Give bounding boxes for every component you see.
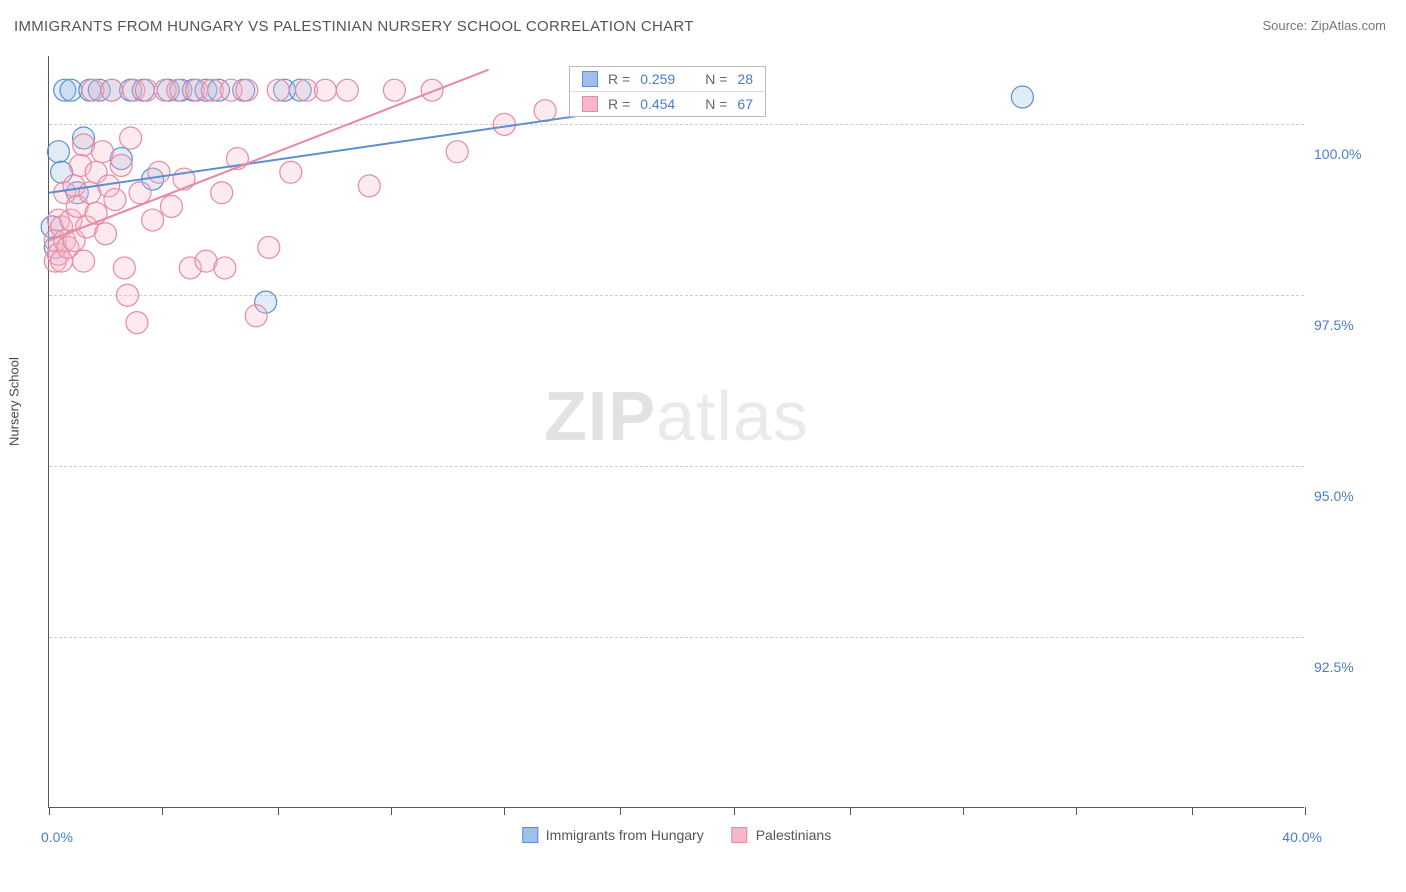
x-tick — [850, 807, 851, 815]
x-tick — [1076, 807, 1077, 815]
x-tick — [49, 807, 50, 815]
scatter-point — [236, 79, 258, 101]
y-tick-label: 95.0% — [1314, 488, 1394, 504]
scatter-point — [126, 312, 148, 334]
scatter-point — [314, 79, 336, 101]
legend-item: Immigrants from Hungary — [522, 827, 704, 843]
legend-swatch — [582, 71, 598, 87]
scatter-point — [267, 79, 289, 101]
scatter-point — [101, 79, 123, 101]
x-tick — [1192, 807, 1193, 815]
n-label: N = — [705, 71, 727, 87]
scatter-point — [129, 182, 151, 204]
stats-row: R = 0.454 N = 67 — [570, 91, 765, 116]
r-value: 0.454 — [640, 96, 675, 112]
plot-area: ZIPatlas 100.0%97.5%95.0%92.5% R =0.259N… — [48, 56, 1304, 808]
scatter-point — [245, 305, 267, 327]
scatter-point — [534, 100, 556, 122]
stats-row: R = 0.259 N = 28 — [570, 67, 765, 91]
y-tick-label: 97.5% — [1314, 317, 1394, 333]
scatter-point — [120, 127, 142, 149]
x-tick — [391, 807, 392, 815]
scatter-point — [280, 161, 302, 183]
legend-label: Palestinians — [756, 827, 832, 843]
scatter-point — [110, 154, 132, 176]
scatter-point — [336, 79, 358, 101]
scatter-point — [1011, 86, 1033, 108]
scatter-point — [211, 182, 233, 204]
scatter-point — [85, 202, 107, 224]
y-axis-title: Nursery School — [7, 357, 22, 446]
x-tick — [620, 807, 621, 815]
scatter-point — [148, 161, 170, 183]
x-axis-max-label: 40.0% — [1282, 829, 1322, 845]
legend-bottom: Immigrants from Hungary Palestinians — [522, 827, 831, 843]
y-tick-label: 92.5% — [1314, 659, 1394, 675]
chart-svg — [49, 56, 1304, 807]
regression-line — [49, 111, 614, 193]
scatter-point — [104, 189, 126, 211]
x-tick — [504, 807, 505, 815]
x-tick — [278, 807, 279, 815]
y-tick-label: 100.0% — [1314, 146, 1394, 162]
scatter-point — [142, 209, 164, 231]
legend-swatch — [582, 96, 598, 112]
legend-swatch — [732, 827, 748, 843]
scatter-point — [113, 257, 135, 279]
scatter-point — [446, 141, 468, 163]
r-label: R = — [608, 71, 630, 87]
chart-title: IMMIGRANTS FROM HUNGARY VS PALESTINIAN N… — [14, 18, 694, 35]
scatter-point — [160, 195, 182, 217]
legend-label: Immigrants from Hungary — [546, 827, 704, 843]
x-tick — [734, 807, 735, 815]
scatter-point — [258, 236, 280, 258]
scatter-point — [383, 79, 405, 101]
x-tick — [1305, 807, 1306, 815]
n-value: 28 — [737, 71, 753, 87]
x-tick — [963, 807, 964, 815]
scatter-point — [117, 284, 139, 306]
n-value: 67 — [737, 96, 753, 112]
scatter-point — [421, 79, 443, 101]
scatter-point — [493, 113, 515, 135]
scatter-point — [73, 250, 95, 272]
x-axis-min-label: 0.0% — [41, 829, 73, 845]
scatter-point — [47, 141, 69, 163]
scatter-point — [358, 175, 380, 197]
scatter-point — [214, 257, 236, 279]
stats-box: R = 0.259 N = 28 R = 0.454 N = 67 — [569, 66, 766, 117]
r-label: R = — [608, 96, 630, 112]
n-label: N = — [705, 96, 727, 112]
legend-swatch — [522, 827, 538, 843]
r-value: 0.259 — [640, 71, 675, 87]
scatter-point — [91, 141, 113, 163]
source-label: Source: ZipAtlas.com — [1262, 18, 1386, 33]
legend-item: Palestinians — [732, 827, 832, 843]
x-tick — [162, 807, 163, 815]
scatter-point — [95, 223, 117, 245]
